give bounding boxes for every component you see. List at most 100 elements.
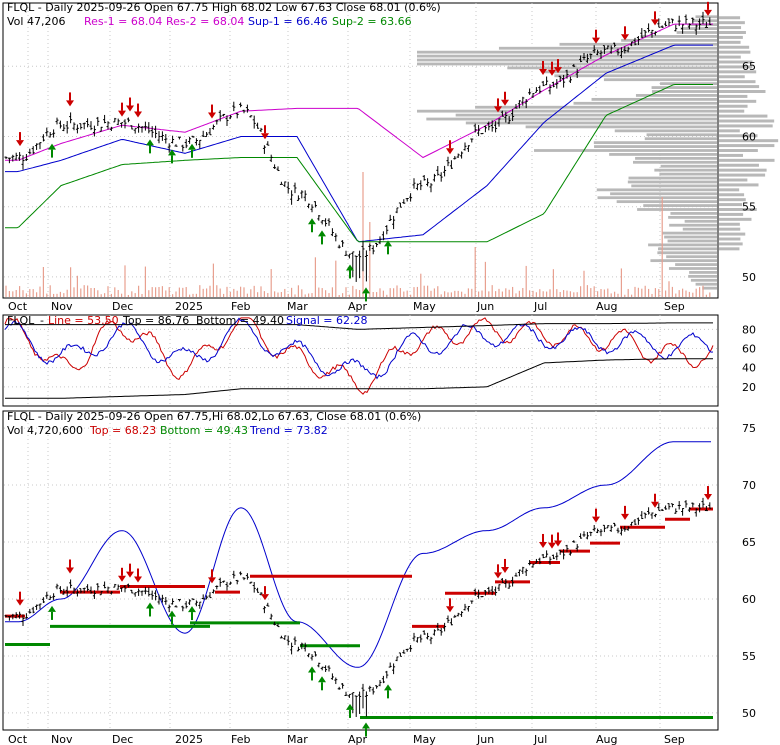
buy-arrow: [188, 606, 196, 613]
trend-month-Jun: Jun: [476, 733, 494, 745]
volume-profile-extension: [719, 45, 750, 49]
volume-profile-bar: [594, 145, 717, 148]
volume-profile-bar: [591, 97, 717, 101]
volume-profile-bar: [631, 184, 717, 188]
legend-top: Top = 86.76: [122, 314, 189, 327]
volume-profile-extension: [719, 208, 757, 211]
volume-profile-bar: [633, 160, 717, 164]
volume-profile-bar: [682, 227, 717, 231]
volume-profile-bar: [659, 172, 717, 176]
trend-panel-volume-label: Vol 4,720,600: [7, 424, 83, 437]
volume-profile-extension: [719, 227, 741, 231]
trend-tick-60: 60: [742, 593, 756, 606]
volume-profile-bar: [627, 180, 717, 184]
volume-profile-bar: [690, 278, 717, 282]
volume-profile-bar: [417, 109, 717, 113]
buy-arrow: [308, 218, 316, 225]
oscillator-line-signal: [4, 317, 714, 380]
price-tick-60: 60: [742, 130, 756, 143]
trend-tick-70: 70: [742, 479, 756, 492]
volume-profile-extension: [719, 173, 766, 177]
series-line-sup-2: [5, 84, 713, 243]
sell-arrow: [66, 100, 74, 107]
trend-line: [5, 441, 711, 668]
sell-arrow: [592, 37, 600, 44]
buy-arrow: [318, 676, 326, 683]
oscillator-tick-80: 80: [742, 323, 756, 336]
sell-arrow: [651, 19, 659, 26]
sell-arrow: [208, 577, 216, 584]
trend-month-Dec: Dec: [112, 733, 133, 745]
price-month-May: May: [413, 300, 436, 313]
buy-arrow: [146, 139, 154, 146]
volume-profile-bar: [596, 188, 717, 192]
volume-profile-extension: [719, 109, 745, 113]
sell-arrow: [261, 133, 269, 140]
volume-profile-bar: [687, 23, 717, 27]
volume-profile-extension: [719, 60, 753, 64]
volume-profile-bar: [692, 19, 717, 23]
legend-trend: Trend = 73.82: [249, 424, 328, 437]
volume-profile-bar: [640, 35, 717, 38]
sell-arrow: [704, 494, 712, 501]
sell-arrow: [501, 566, 509, 573]
volume-profile-extension: [719, 85, 760, 89]
volume-profile-extension: [719, 16, 741, 20]
volume-profile-extension: [719, 75, 745, 79]
volume-profile-bar: [637, 208, 717, 211]
sell-arrow: [592, 516, 600, 523]
price-month-Sep: Sep: [664, 300, 685, 313]
volume-profile-bar: [680, 27, 717, 30]
volume-profile-extension: [719, 188, 740, 192]
sell-arrow: [494, 106, 502, 113]
volume-profile-extension: [719, 139, 779, 143]
price-month-Aug: Aug: [596, 300, 617, 313]
volume-profile-bar: [646, 133, 717, 137]
sell-arrow: [539, 541, 547, 548]
legend-trend-bottom: Bottom = 49.43: [160, 424, 248, 437]
volume-profile-extension: [719, 222, 740, 226]
volume-profile-extension: [719, 124, 773, 128]
volume-profile-bar: [689, 271, 717, 274]
buy-arrow: [168, 149, 176, 156]
trend-month-Mar: Mar: [287, 733, 308, 745]
trend-month-Oct: Oct: [8, 733, 28, 745]
volume-profile-bar: [455, 113, 717, 117]
trend-month-Nov: Nov: [51, 733, 73, 745]
trend-month-Aug: Aug: [596, 733, 617, 745]
volume-profile-bar: [667, 239, 717, 243]
volume-profile-bar: [475, 105, 717, 109]
oscillator-tick-60: 60: [742, 343, 756, 356]
legend-signal: Signal = 62.28: [286, 314, 368, 327]
trend-month-2025: 2025: [175, 733, 203, 745]
trend-panel-frame: [2, 410, 719, 731]
volume-profile-bar: [597, 196, 717, 200]
legend-line: Line = 53.50: [48, 314, 119, 327]
volume-profile-bar: [644, 137, 717, 141]
sell-arrow: [651, 501, 659, 508]
sell-arrow: [16, 140, 24, 147]
volume-profile-bar: [593, 141, 717, 145]
price-month-Oct: Oct: [8, 300, 28, 313]
legend-bottom: Bottom = 49.40: [196, 314, 284, 327]
volume-profile-extension: [719, 90, 766, 93]
oscillator-tick-40: 40: [742, 362, 756, 375]
volume-profile-bar: [616, 200, 717, 204]
legend-sup2: Sup-2 = 63.66: [332, 15, 412, 28]
sell-arrow: [261, 594, 269, 601]
buy-arrow: [48, 143, 56, 150]
volume-profile-bar: [662, 231, 717, 235]
sell-arrow: [554, 540, 562, 547]
volume-profile-extension: [719, 153, 743, 157]
volume-profile-extension: [719, 114, 768, 118]
volume-profile-bar: [695, 282, 717, 286]
trend-tick-75: 75: [742, 422, 756, 435]
volume-profile-extension: [719, 129, 740, 133]
volume-profile-bar: [635, 156, 717, 160]
sell-arrow: [446, 148, 454, 155]
trend-month-Feb: Feb: [231, 733, 250, 745]
volume-profile-extension: [719, 80, 756, 84]
volume-profile-extension: [719, 26, 742, 30]
buy-arrow: [384, 240, 392, 247]
sell-arrow: [548, 69, 556, 76]
